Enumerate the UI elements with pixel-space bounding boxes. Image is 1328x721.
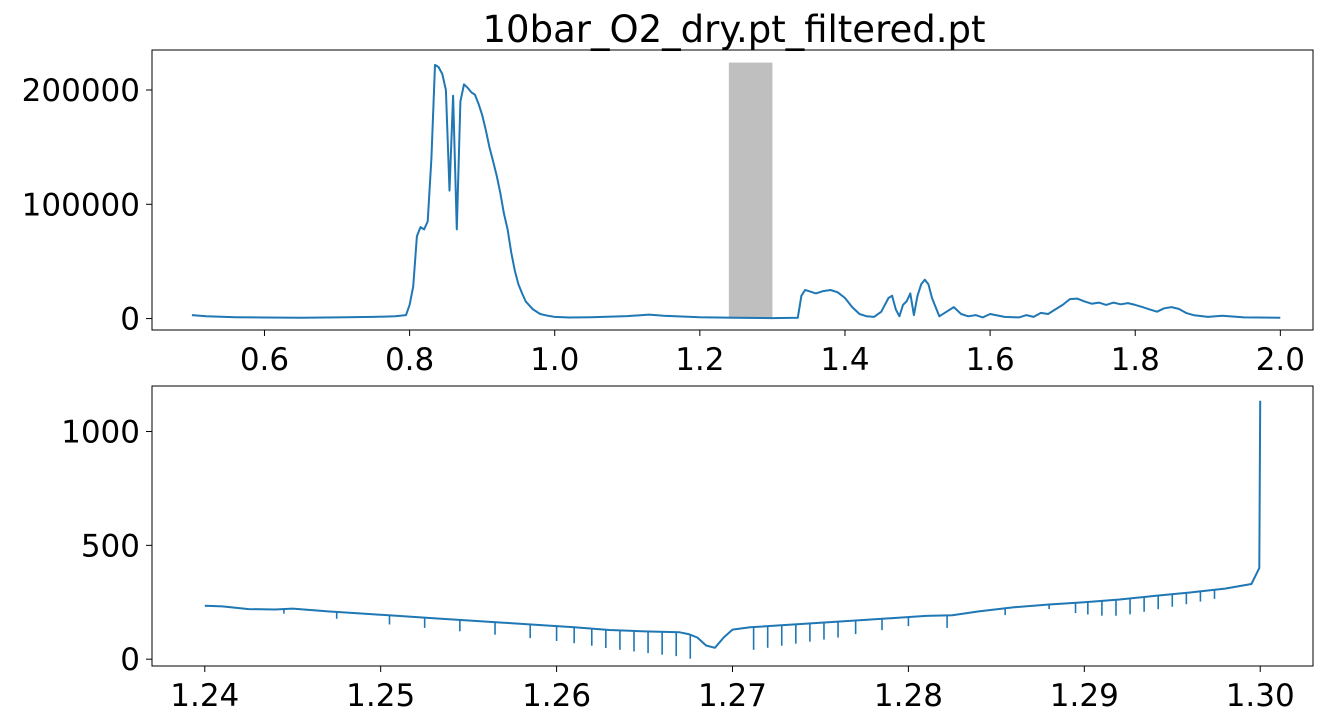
x-tick-label-1: 1.25: [346, 678, 415, 714]
bottom-panel: 1.24 1.25 1.26 1.27 1.28 1.29 1.30 0 500 1000: [61, 385, 1314, 714]
series-line-0: [191, 63, 1281, 320]
x-tick-label-6: 1.8: [1111, 342, 1160, 378]
y-tick-label-1: 100000: [22, 187, 140, 223]
axes-frame: [151, 385, 1314, 667]
x-tick-label-3: 1.27: [698, 678, 767, 714]
x-tick-label-4: 1.4: [820, 342, 869, 378]
x-tick-label-6: 1.30: [1226, 678, 1295, 714]
x-tick-label-4: 1.28: [874, 678, 943, 714]
x-tick-label-2: 1.26: [522, 678, 591, 714]
y-tick-label-2: 1000: [61, 415, 140, 451]
x-tick-label-3: 1.2: [675, 342, 724, 378]
x-tick-label-7: 2.0: [1256, 342, 1305, 378]
y-tick-label-0: 0: [120, 302, 140, 338]
x-tick-label-5: 1.6: [965, 342, 1014, 378]
x-tick-label-0: 0.6: [240, 342, 289, 378]
x-tick-label-1: 0.8: [385, 342, 434, 378]
y-tick-label-1: 500: [81, 528, 140, 564]
x-tick-label-5: 1.29: [1050, 678, 1119, 714]
x-tick-label-0: 1.24: [170, 678, 239, 714]
highlight-band: [728, 62, 773, 319]
axes-frame: [151, 49, 1314, 331]
chart-title: 10bar_O2_dry.pt_filtered.pt: [483, 8, 986, 51]
top-panel: 0.6 0.8 1.0 1.2 1.4 1.6 1.8 2.0 0 100000 200000: [22, 49, 1314, 378]
y-tick-label-0: 0: [120, 642, 140, 678]
y-tick-label-2: 200000: [22, 73, 140, 109]
x-tick-label-2: 1.0: [530, 342, 579, 378]
